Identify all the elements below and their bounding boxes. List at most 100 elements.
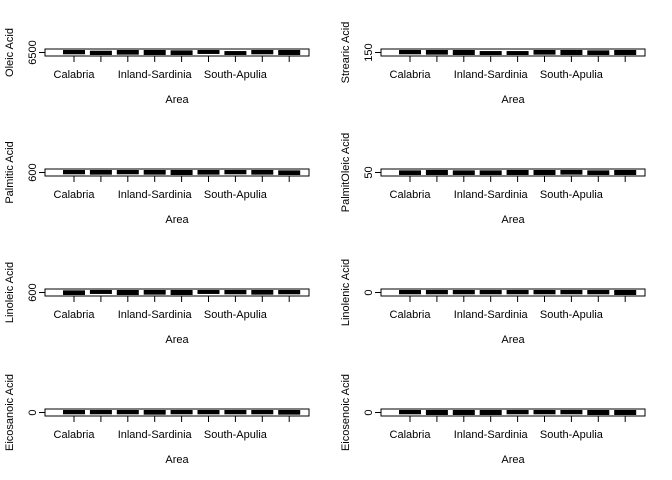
box	[63, 290, 85, 295]
box	[614, 50, 637, 55]
box	[89, 50, 112, 55]
y-axis-label: Eicosanoic Acid	[4, 374, 16, 451]
x-tick-label: South-Apulia	[204, 309, 268, 321]
box	[452, 170, 475, 175]
box	[452, 50, 475, 55]
box	[533, 50, 556, 55]
box	[560, 290, 583, 295]
y-tick-label: 0	[27, 409, 39, 415]
box	[89, 290, 112, 294]
box	[224, 290, 247, 295]
box	[224, 51, 247, 55]
box	[197, 50, 220, 54]
box	[143, 170, 166, 175]
box	[479, 51, 502, 55]
x-axis-label: Area	[165, 454, 189, 466]
box	[425, 410, 448, 415]
x-axis-label: Area	[165, 94, 189, 106]
y-axis-label: Oleic Acid	[4, 28, 16, 77]
x-tick-label: South-Apulia	[540, 189, 604, 201]
x-tick-label: Inland-Sardinia	[454, 309, 529, 321]
box	[533, 290, 556, 295]
y-tick-label: 0	[363, 289, 375, 295]
y-tick-label: 600	[27, 163, 39, 181]
x-tick-label: South-Apulia	[540, 309, 604, 321]
y-tick-label: 50	[363, 166, 375, 178]
x-axis-label: Area	[501, 454, 525, 466]
y-axis-label: PalmitOleic Acid	[340, 133, 352, 212]
x-tick-label: Calabria	[390, 309, 432, 321]
box	[251, 410, 274, 415]
box	[506, 410, 529, 415]
y-tick-label: 600	[27, 283, 39, 301]
x-tick-label: Calabria	[54, 309, 96, 321]
x-axis-label: Area	[501, 334, 525, 346]
box	[399, 50, 421, 55]
x-tick-label: Inland-Sardinia	[118, 69, 193, 81]
x-tick-label: Calabria	[390, 69, 432, 81]
x-tick-label: South-Apulia	[540, 69, 604, 81]
box	[533, 170, 556, 175]
box	[143, 410, 166, 415]
box	[278, 410, 301, 415]
box	[116, 170, 139, 175]
x-tick-label: South-Apulia	[204, 189, 268, 201]
x-axis-label: Area	[165, 214, 189, 226]
box	[614, 290, 637, 295]
y-tick-label: 0	[363, 409, 375, 415]
x-tick-label: Calabria	[54, 429, 96, 441]
box	[143, 50, 166, 55]
y-axis-label: Eicosenoic Acid	[340, 374, 352, 451]
box	[224, 170, 247, 175]
x-tick-label: South-Apulia	[540, 429, 604, 441]
box	[506, 290, 529, 295]
box	[63, 410, 85, 415]
y-axis-label: Linoleic Acid	[4, 262, 16, 323]
box	[479, 410, 502, 415]
y-tick-label: 150	[363, 43, 375, 61]
y-axis-label: Palmitic Acid	[4, 141, 16, 203]
x-tick-label: Inland-Sardinia	[454, 429, 529, 441]
x-axis-label: Area	[501, 214, 525, 226]
box	[560, 410, 583, 415]
x-tick-label: Inland-Sardinia	[118, 429, 193, 441]
x-tick-label: Calabria	[390, 429, 432, 441]
x-tick-label: Calabria	[54, 189, 96, 201]
box	[614, 170, 637, 175]
box	[170, 290, 193, 295]
x-tick-label: Inland-Sardinia	[454, 189, 529, 201]
x-tick-label: Inland-Sardinia	[118, 189, 193, 201]
box	[278, 170, 301, 175]
box	[89, 410, 112, 415]
x-axis-label: Area	[501, 94, 525, 106]
box	[63, 170, 85, 175]
box	[425, 290, 448, 295]
box	[170, 50, 193, 55]
box	[116, 410, 139, 415]
y-axis-label: Strearic Acid	[340, 22, 352, 84]
box	[560, 50, 583, 55]
box	[278, 50, 301, 55]
x-tick-label: South-Apulia	[204, 69, 268, 81]
box	[614, 410, 637, 415]
box	[116, 290, 139, 295]
box	[479, 290, 502, 295]
box	[452, 410, 475, 415]
box	[479, 170, 502, 175]
box	[587, 290, 610, 295]
box	[399, 410, 421, 415]
box	[251, 170, 274, 175]
box	[170, 410, 193, 415]
box	[197, 290, 220, 294]
box	[143, 290, 166, 295]
x-tick-label: Calabria	[390, 189, 432, 201]
box	[63, 50, 85, 55]
x-tick-label: Inland-Sardinia	[454, 69, 529, 81]
x-axis-label: Area	[165, 334, 189, 346]
box	[587, 50, 610, 55]
box	[197, 170, 220, 175]
box	[452, 290, 475, 295]
box	[425, 170, 448, 175]
box	[506, 51, 529, 55]
